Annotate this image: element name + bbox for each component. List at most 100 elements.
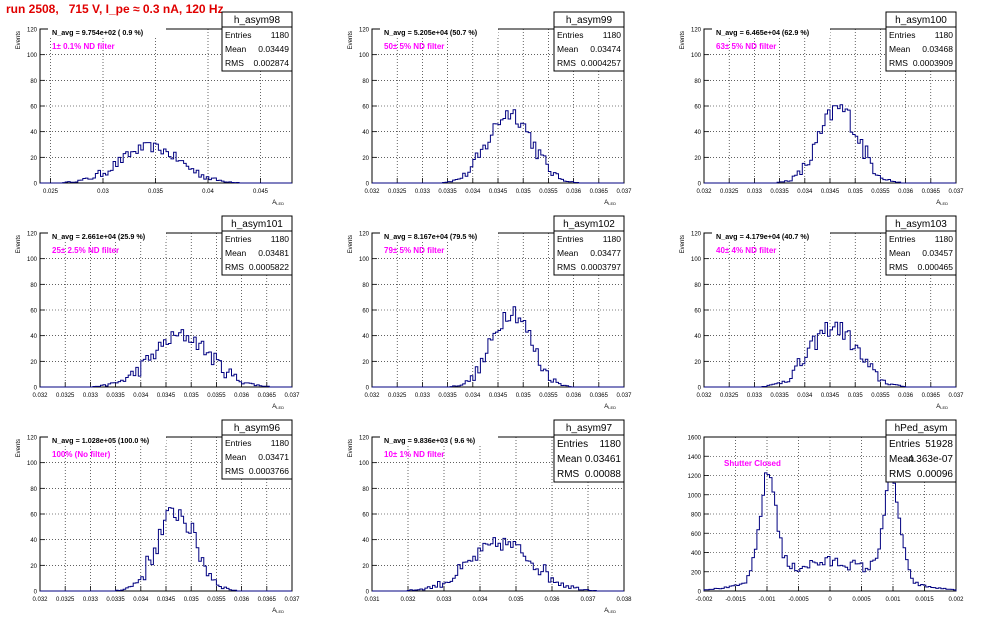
x-tick-label: 0.0345 [157,393,176,399]
x-tick-label: 0.0365 [590,189,609,195]
y-axis-label: Events [348,31,354,49]
stats-title: h_asym102 [563,219,615,230]
stats-value: 0.03481 [258,248,289,258]
filter-annotation: 63± 5% ND filter [716,42,776,51]
stats-title: h_asym101 [231,219,283,230]
y-tick-label: 20 [30,360,37,366]
y-tick-label: 120 [691,232,702,238]
filter-annotation: 100% (No filter) [52,450,111,459]
stats-title: hPed_asym [895,423,948,434]
x-tick-label: 0.033 [415,189,431,195]
x-tick-label: 0.032 [364,189,380,195]
stats-label: RMS [225,466,244,476]
y-tick-label: 80 [362,283,369,289]
x-tick-label: 0.037 [284,597,300,603]
x-tick-label: 0.03 [97,189,109,195]
y-tick-label: 600 [691,532,702,538]
histogram-line [40,142,292,184]
y-tick-label: 20 [30,156,37,162]
navg-box [712,27,830,37]
y-tick-label: 40 [362,538,369,544]
stats-label: Mean [557,44,579,54]
histogram-line [40,329,292,388]
run-title: run 2508, 715 V, I_pe ≈ 0.3 nA, 120 Hz [6,2,224,16]
histogram-panel-h_asym100: 0.032 0.0325 0.033 0.0335 0.034 0.0345 0.035 0.… [680,11,964,206]
stats-value: 0.0003909 [913,58,953,68]
x-tick-label: -0.0015 [725,597,746,603]
x-tick-label: 0.034 [465,189,481,195]
y-tick-label: 0 [366,182,370,188]
x-tick-label: 0.0005 [852,597,871,603]
stats-label: Mean [225,44,247,54]
x-tick-label: 0.034 [133,393,149,399]
x-tick-label: 0.037 [580,597,596,603]
x-tick-label: 0.0355 [871,189,890,195]
y-tick-label: 60 [362,513,369,519]
y-tick-label: 200 [691,570,702,576]
x-tick-label: 0.035 [848,189,864,195]
x-tick-label: 0.0325 [56,597,75,603]
stats-value: 0.0004257 [581,58,621,68]
y-tick-label: 0 [698,182,702,188]
x-tick-label: 0.0365 [590,393,609,399]
x-tick-label: 0.0365 [258,597,277,603]
stats-box [221,215,293,276]
y-tick-label: 100 [359,461,370,467]
stats-label: RMS [225,262,244,272]
histogram-line [372,306,624,388]
x-tick-label: 0.036 [898,393,914,399]
x-tick-label: 0.0335 [770,189,789,195]
filter-annotation: Shutter Closed [724,459,781,468]
stats-label: Entries [557,439,588,450]
x-tick-label: 0.0325 [388,189,407,195]
filter-annotation: 79± 5% ND filter [384,246,444,255]
y-tick-label: 40 [694,334,701,340]
y-tick-label: 60 [694,105,701,111]
stats-title: h_asym97 [566,423,613,434]
x-tick-label: 0.0325 [720,189,739,195]
stats-label: Mean [557,454,582,465]
x-tick-label: 0.0345 [489,393,508,399]
x-tick-label: 0.0335 [438,393,457,399]
histogram-line [703,472,957,591]
x-axis-label-subscript: LED [276,405,284,410]
filter-annotation: 40± 4% ND filter [716,246,776,255]
histogram-line [704,104,956,184]
x-tick-label: 0.0015 [915,597,934,603]
y-tick-label: 80 [362,79,369,85]
x-tick-label: 0.033 [83,393,99,399]
x-tick-label: 0.034 [465,393,481,399]
stats-label: RMS [889,58,908,68]
stats-value: 0.03468 [922,44,953,54]
y-tick-label: 0 [366,590,370,596]
stats-label: RMS [889,469,912,480]
navg-box [48,27,166,37]
x-tick-label: 0.036 [566,393,582,399]
x-tick-label: 0.036 [234,597,250,603]
x-tick-label: 0.045 [253,189,269,195]
x-tick-label: 0.038 [616,597,632,603]
y-tick-label: 60 [30,309,37,315]
x-tick-label: 0.037 [616,393,632,399]
x-axis-label: ALED [936,200,948,206]
y-axis-label: Events [16,31,22,49]
x-tick-label: 0.035 [184,597,200,603]
x-tick-label: 0.0325 [720,393,739,399]
x-tick-label: 0.033 [436,597,452,603]
x-axis-label: ALED [272,608,284,614]
x-tick-label: 0.032 [696,393,712,399]
histogram-panel-h_asym101: 0.032 0.0325 0.033 0.0335 0.034 0.0345 0.035 0.… [16,215,300,410]
y-axis-label: Events [680,31,686,49]
y-tick-label: 120 [27,28,38,34]
x-tick-label: 0.036 [566,189,582,195]
navg-box [380,27,498,37]
stats-value: 0.0003766 [249,466,289,476]
y-tick-label: 100 [691,53,702,59]
x-tick-label: 0.0365 [922,189,941,195]
navg-label: N_avg = 5.205e+04 (50.7 %) [384,28,478,37]
stats-value: 0.03477 [590,248,621,258]
x-axis-label: ALED [604,200,616,206]
stats-box [553,419,625,483]
x-axis-label-subscript: LED [608,201,616,206]
x-tick-label: 0.04 [202,189,214,195]
